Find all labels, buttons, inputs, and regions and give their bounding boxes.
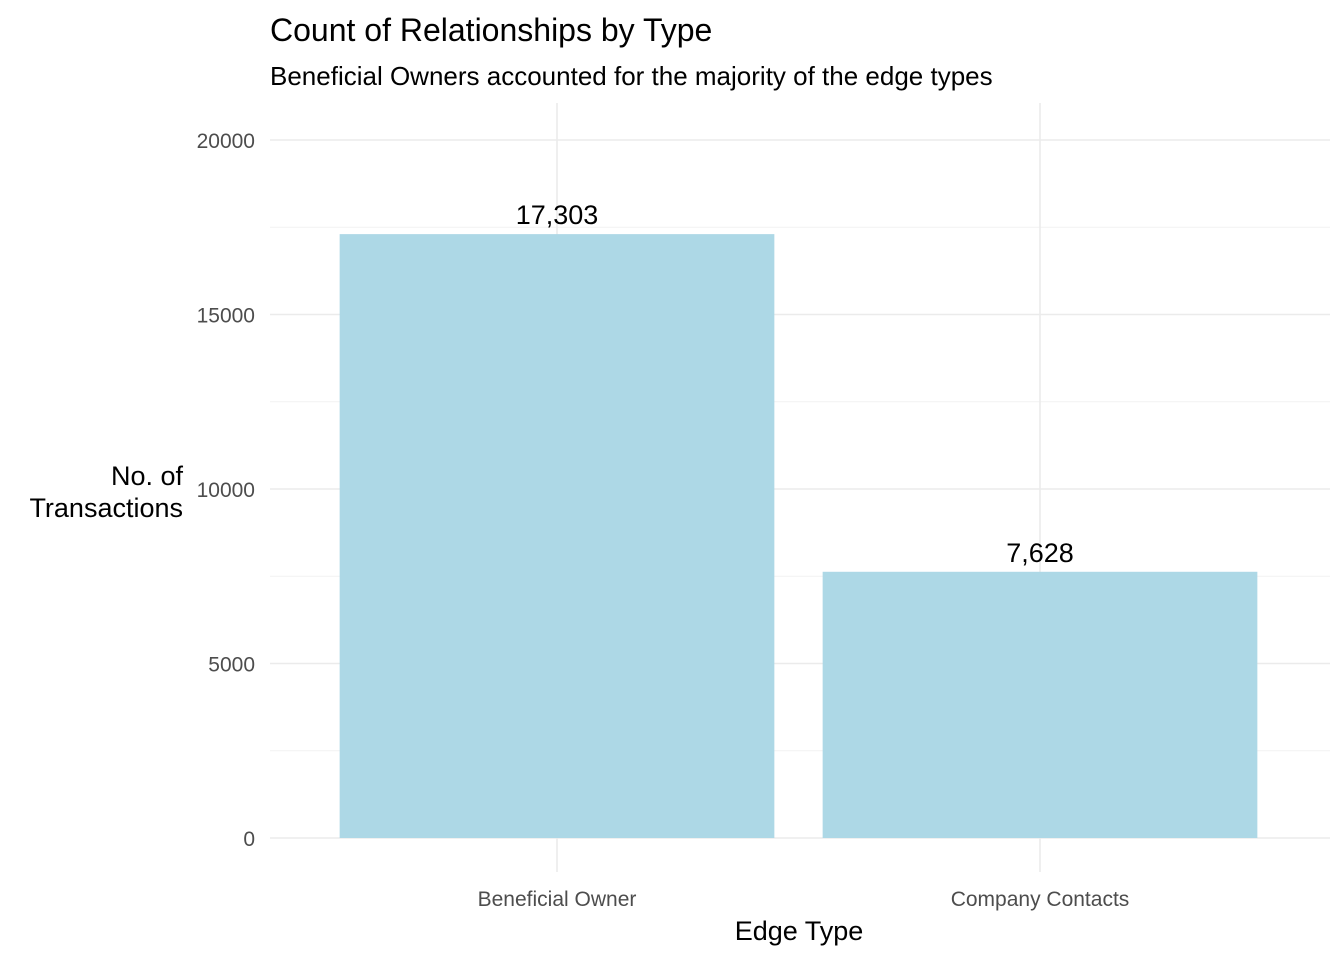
x-tick-label: Company Contacts <box>951 888 1130 911</box>
y-axis-title-line-2: Transactions <box>29 493 183 523</box>
y-axis-ticks: 0 5000 10000 15000 20000 <box>197 130 255 851</box>
y-axis-title-line-1: No. of <box>111 461 184 491</box>
x-axis-title: Edge Type <box>735 916 864 946</box>
y-tick-label: 5000 <box>208 654 255 677</box>
bar-value-label: 7,628 <box>1006 538 1074 568</box>
x-tick-label: Beneficial Owner <box>478 888 637 911</box>
y-tick-label: 20000 <box>197 130 255 153</box>
x-axis-ticks: Beneficial Owner Company Contacts <box>478 888 1130 911</box>
y-tick-label: 10000 <box>197 479 255 502</box>
chart-subtitle: Beneficial Owners accounted for the majo… <box>270 61 993 91</box>
bars <box>339 234 1258 838</box>
bar-value-labels: 17,303 7,628 <box>516 200 1074 568</box>
bar-company-contacts <box>822 571 1258 838</box>
chart-title: Count of Relationships by Type <box>270 12 712 48</box>
bar-value-label: 17,303 <box>516 200 599 230</box>
y-tick-label: 0 <box>243 828 255 851</box>
bar-beneficial-owner <box>339 234 775 838</box>
y-tick-label: 15000 <box>197 305 255 328</box>
